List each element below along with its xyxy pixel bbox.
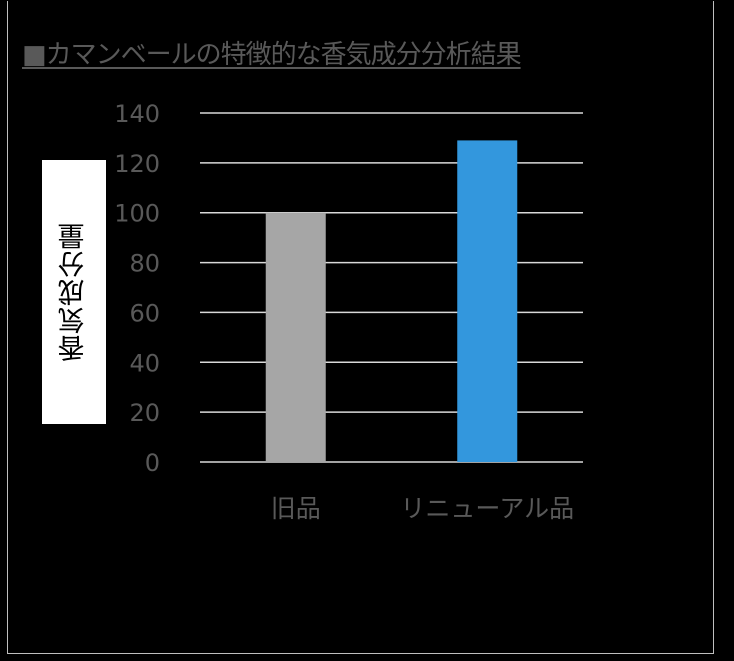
bars [265,140,518,462]
bar-old-product [265,212,326,462]
gridlines [200,112,583,463]
y-tick-label: 100 [114,200,160,228]
y-tick-label: 120 [114,150,160,178]
y-tick-label: 40 [129,349,160,377]
y-tick-label: 20 [129,399,160,427]
y-axis-label-box: 香気成分量 [42,160,106,424]
category-labels: 旧品 リニューアル品 [271,494,574,523]
y-tick-label: 80 [129,250,160,278]
bar-renewal-product [457,140,518,462]
y-tick-label: 140 [114,100,160,128]
chart-title: ■カマンベールの特徴的な香気成分分析結果 [22,40,522,70]
y-tick-label: 0 [145,449,160,477]
x-category-label: リニューアル品 [400,494,574,523]
y-tick-label: 60 [129,299,160,327]
x-category-label: 旧品 [271,494,321,523]
chart-frame [7,1,714,654]
y-tick-labels: 0 20 40 60 80 100 120 140 [114,100,160,477]
